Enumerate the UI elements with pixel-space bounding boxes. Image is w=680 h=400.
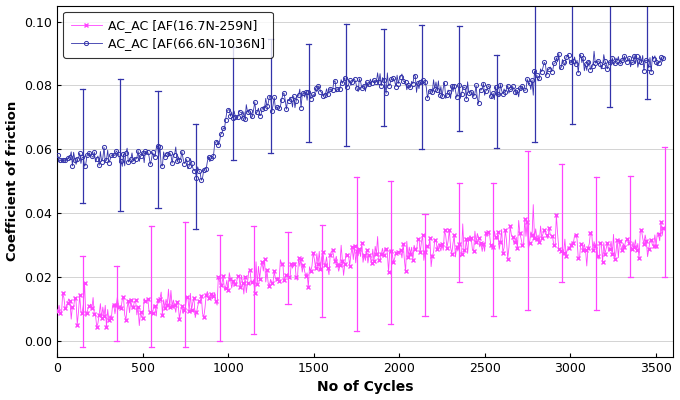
AC_AC [AF(66.6N-1036N] <box>197 178 205 183</box>
AC_AC [AF(16.7N-259N] <box>416 250 424 255</box>
AC_AC [AF(16.7N-259N] <box>384 251 392 256</box>
AC_AC [AF(66.6N-1036N] <box>590 49 598 54</box>
Y-axis label: Coefficient of friction: Coefficient of friction <box>5 101 18 262</box>
Legend: AC_AC [AF(16.7N-259N], AC_AC [AF(66.6N-1036N]: AC_AC [AF(16.7N-259N], AC_AC [AF(66.6N-1… <box>63 12 273 58</box>
AC_AC [AF(16.7N-259N] <box>54 308 62 313</box>
X-axis label: No of Cycles: No of Cycles <box>317 380 413 394</box>
AC_AC [AF(66.6N-1036N] <box>54 153 62 158</box>
AC_AC [AF(66.6N-1036N] <box>660 56 668 60</box>
AC_AC [AF(16.7N-259N] <box>648 242 656 247</box>
AC_AC [AF(66.6N-1036N] <box>552 55 560 60</box>
AC_AC [AF(16.7N-259N] <box>554 231 562 236</box>
AC_AC [AF(66.6N-1036N] <box>347 83 355 88</box>
Line: AC_AC [AF(16.7N-259N]: AC_AC [AF(16.7N-259N] <box>56 203 666 329</box>
AC_AC [AF(66.6N-1036N] <box>648 54 656 58</box>
AC_AC [AF(16.7N-259N] <box>343 252 352 257</box>
AC_AC [AF(66.6N-1036N] <box>384 70 392 75</box>
AC_AC [AF(66.6N-1036N] <box>343 84 352 89</box>
AC_AC [AF(16.7N-259N] <box>660 227 668 232</box>
AC_AC [AF(16.7N-259N] <box>347 252 355 257</box>
AC_AC [AF(66.6N-1036N] <box>416 79 424 84</box>
Line: AC_AC [AF(66.6N-1036N]: AC_AC [AF(66.6N-1036N] <box>56 49 666 182</box>
AC_AC [AF(16.7N-259N] <box>529 202 537 207</box>
AC_AC [AF(16.7N-259N] <box>92 325 101 330</box>
